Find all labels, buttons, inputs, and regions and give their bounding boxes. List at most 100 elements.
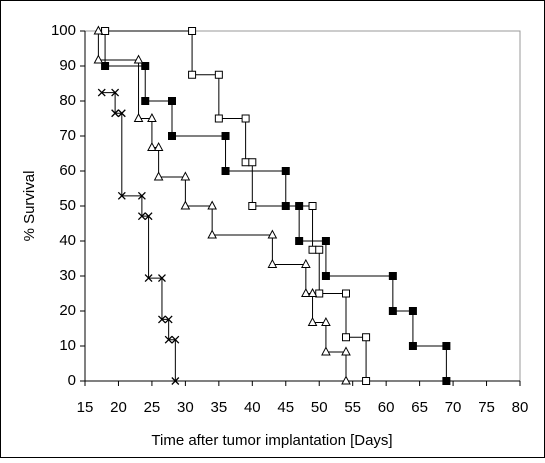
marker [341, 346, 351, 356]
y-tick-label: 10 [59, 337, 76, 354]
marker [321, 272, 330, 280]
y-tick-label: 20 [59, 302, 76, 319]
marker [133, 54, 144, 64]
marker [188, 70, 197, 79]
x-tick-label: 50 [311, 399, 328, 416]
y-tick-label: 0 [68, 372, 76, 389]
marker [101, 62, 110, 70]
marker [207, 229, 217, 239]
marker [248, 158, 257, 167]
marker [137, 212, 146, 221]
marker [307, 287, 318, 297]
marker [180, 171, 191, 181]
y-tick-label: 100 [51, 22, 76, 39]
marker [93, 25, 104, 35]
marker [221, 132, 230, 140]
marker [315, 245, 324, 254]
marker [141, 97, 150, 105]
marker [214, 114, 223, 123]
marker [111, 88, 120, 97]
marker [321, 316, 331, 327]
marker [117, 109, 126, 118]
x-tick-label: 45 [277, 399, 294, 416]
marker [144, 212, 153, 221]
y-tick-label: 90 [59, 57, 76, 74]
marker [362, 333, 371, 342]
y-tick-label: 30 [59, 267, 76, 284]
marker [442, 342, 451, 350]
marker [207, 200, 217, 210]
marker [137, 191, 146, 200]
marker [308, 202, 317, 210]
marker [158, 274, 166, 283]
marker [321, 346, 331, 356]
marker [301, 258, 311, 268]
x-tick-label: 80 [512, 399, 529, 416]
marker [342, 289, 350, 298]
marker [168, 97, 176, 105]
marker [141, 62, 150, 70]
marker [133, 112, 144, 122]
x-tick-label: 55 [344, 399, 361, 416]
x-tick-label: 25 [144, 399, 161, 416]
marker [221, 167, 230, 175]
marker [171, 335, 180, 344]
marker [93, 54, 104, 64]
x-tick-label: 70 [445, 399, 462, 416]
marker [144, 274, 153, 283]
marker [301, 287, 311, 297]
marker [341, 375, 351, 385]
marker [158, 315, 166, 324]
marker [248, 202, 257, 210]
marker [295, 237, 304, 245]
marker [117, 191, 126, 200]
marker [241, 114, 250, 123]
marker [321, 237, 330, 245]
marker [188, 27, 197, 35]
marker [307, 316, 318, 327]
survival-line [97, 31, 347, 381]
x-tick-label: 35 [211, 399, 228, 416]
marker [164, 315, 173, 324]
x-tick-label: 75 [478, 399, 495, 416]
marker [214, 70, 223, 79]
marker [241, 158, 250, 167]
x-tick-label: 20 [110, 399, 127, 416]
marker [171, 377, 180, 385]
y-tick-label: 70 [59, 127, 76, 144]
marker [111, 109, 120, 118]
marker [388, 272, 397, 280]
y-tick-label: 50 [59, 197, 76, 214]
marker [342, 333, 350, 342]
marker [153, 141, 164, 152]
x-axis-label: Time after tumor implantation [Days] [151, 432, 392, 449]
marker [164, 335, 173, 344]
x-tick-label: 15 [77, 399, 94, 416]
x-tick-label: 60 [378, 399, 395, 416]
y-axis-label: % Survival [21, 171, 38, 242]
marker [180, 200, 191, 210]
x-tick-label: 65 [411, 399, 428, 416]
x-tick-label: 30 [177, 399, 194, 416]
marker [308, 245, 317, 254]
marker [153, 171, 164, 181]
x-tick-label: 40 [244, 399, 261, 416]
marker [408, 342, 417, 350]
marker [408, 307, 417, 315]
y-tick-label: 40 [59, 232, 76, 249]
marker [267, 229, 278, 239]
marker [147, 112, 157, 122]
marker [97, 88, 106, 97]
marker [315, 289, 324, 298]
marker [362, 377, 371, 385]
marker [101, 27, 110, 35]
marker [267, 258, 278, 268]
marker [442, 377, 451, 385]
y-tick-label: 60 [59, 162, 76, 179]
y-tick-label: 80 [59, 92, 76, 109]
marker [388, 307, 397, 315]
marker [281, 167, 290, 175]
